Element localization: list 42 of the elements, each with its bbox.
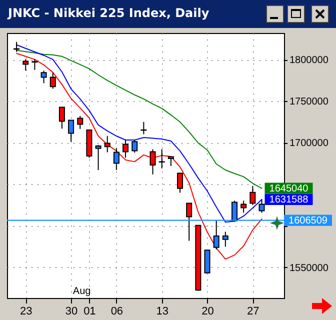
candlestick — [113, 148, 120, 170]
data-label: 1631588 — [269, 194, 309, 206]
y-tick-label: 1800000 — [290, 55, 329, 66]
candlestick — [122, 139, 129, 158]
candlestick — [132, 139, 138, 154]
candlestick — [222, 231, 228, 248]
y-tick-label: 1750000 — [290, 96, 329, 108]
candlestick — [58, 106, 65, 130]
x-tick-label: 20 — [202, 306, 214, 318]
chart-title: JNKC - Nikkei 225 Index, Daily — [8, 6, 210, 20]
y-tick-label: 1550000 — [290, 262, 329, 274]
candlestick — [104, 135, 110, 153]
x-tick-label: 13 — [156, 306, 168, 318]
candlestick — [213, 220, 220, 250]
candlestick — [240, 200, 247, 214]
candlestick — [50, 72, 56, 90]
candlestick — [158, 148, 165, 169]
ref-line-label: 1606509 — [288, 215, 328, 226]
candlestick — [204, 250, 210, 274]
candlestick — [95, 144, 102, 170]
x-tick-label: 30 — [65, 306, 78, 318]
data-label: 1645040 — [269, 183, 309, 194]
candlestick — [40, 70, 47, 84]
candlestick — [258, 198, 265, 214]
line-series — [16, 52, 262, 260]
candlestick — [140, 121, 147, 135]
annotation: Aug — [72, 286, 91, 297]
candlestick — [250, 186, 256, 206]
y-tick-label: 1700000 — [290, 138, 329, 150]
candlestick — [22, 58, 29, 72]
x-tick-label: 23 — [20, 306, 32, 318]
line-series — [16, 44, 262, 223]
candlestick — [32, 58, 38, 70]
candlestick — [232, 200, 238, 222]
candlestick — [68, 120, 74, 142]
x-tick-label: 01 — [84, 306, 96, 318]
candlestick — [77, 115, 84, 130]
candlestick — [186, 202, 192, 242]
x-tick-label: 06 — [110, 306, 124, 318]
candlestick — [177, 172, 184, 194]
candlestick — [150, 148, 156, 175]
x-tick-label: 27 — [247, 306, 260, 318]
